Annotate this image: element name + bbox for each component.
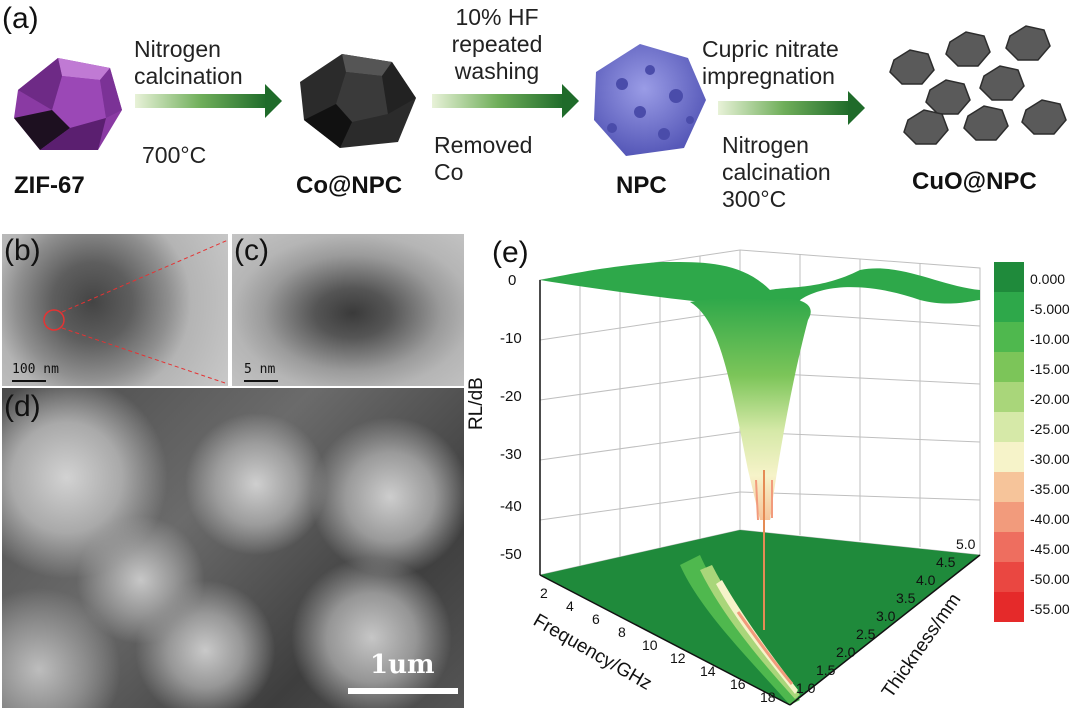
y-tick-7: 4.5 xyxy=(936,554,956,570)
z-tick-1: -10 xyxy=(500,330,522,347)
zoom-indicator xyxy=(43,239,228,385)
colorbar-label-0: 0.000 xyxy=(1030,271,1066,287)
colorbar-label-7: -35.00 xyxy=(1030,481,1070,497)
step3-bottom-line2: calcination xyxy=(722,159,831,185)
panel-label-b: (b) xyxy=(4,234,41,267)
tem-image-b: 100 nm xyxy=(2,234,228,386)
step1-line1: Nitrogen xyxy=(134,36,221,62)
z-tick-2: -20 xyxy=(500,388,522,405)
colorbar-label-9: -45.00 xyxy=(1030,541,1070,557)
panel-label-a: (a) xyxy=(2,2,39,35)
scale-bar-b xyxy=(12,380,46,382)
zif67-crystal-icon xyxy=(14,58,122,150)
step2-bottom-line1: Removed xyxy=(434,132,533,158)
z-tick-0: 0 xyxy=(508,272,517,289)
step1-line2: calcination xyxy=(134,63,243,89)
synthesis-scheme xyxy=(14,25,1067,156)
material-npc: NPC xyxy=(616,172,667,199)
panel-label-d: (d) xyxy=(4,390,41,423)
z-tick-4: -40 xyxy=(500,498,522,515)
x-tick-8: 18 xyxy=(760,689,776,705)
colorbar-swatch-11 xyxy=(994,592,1024,622)
colorbar-swatch-3 xyxy=(994,352,1024,382)
surface-well xyxy=(690,298,811,630)
y-tick-6: 4.0 xyxy=(916,572,936,588)
x-tick-3: 8 xyxy=(618,624,626,640)
colorbar-labels: 0.000 -5.000 -10.00 -15.00 -20.00 -25.00… xyxy=(1030,264,1070,624)
y-tick-8: 5.0 xyxy=(956,536,976,552)
colorbar-swatch-5 xyxy=(994,412,1024,442)
x-tick-6: 14 xyxy=(700,663,716,679)
material-cuonpc: CuO@NPC xyxy=(912,168,1037,195)
colorbar-swatch-4 xyxy=(994,382,1024,412)
sem-image-d: 1um xyxy=(2,388,464,708)
colorbar-label-10: -50.00 xyxy=(1030,571,1070,587)
step2-line2: repeated xyxy=(451,31,543,57)
material-zif67: ZIF-67 xyxy=(14,172,85,199)
step2-bottom-line2: Co xyxy=(434,159,464,185)
cuonpc-cluster-icon xyxy=(889,25,1067,145)
y-tick-1: 1.5 xyxy=(816,662,836,678)
colorbar-swatch-2 xyxy=(994,322,1024,352)
floor-contour xyxy=(540,530,980,705)
conpc-crystal-icon xyxy=(300,54,416,148)
arrow-3 xyxy=(718,91,865,125)
y-tick-2: 2.0 xyxy=(836,644,856,660)
npc-crystal-icon xyxy=(594,44,706,156)
x-tick-5: 12 xyxy=(670,650,686,666)
colorbar-label-1: -5.000 xyxy=(1030,301,1070,317)
colorbar-label-11: -55.00 xyxy=(1030,601,1070,617)
scale-label-d: 1um xyxy=(370,650,435,680)
panel-label-c: (c) xyxy=(234,234,269,267)
step2-line3: washing xyxy=(454,58,540,84)
hrtem-image-c: 5 nm xyxy=(232,234,464,386)
colorbar-label-4: -20.00 xyxy=(1030,391,1070,407)
y-tick-4: 3.0 xyxy=(876,608,896,624)
step1-temperature: 700°C xyxy=(142,142,207,168)
step3-line1: Cupric nitrate xyxy=(702,36,839,62)
colorbar xyxy=(994,262,1024,622)
y-tick-5: 3.5 xyxy=(896,590,916,606)
z-tick-3: -30 xyxy=(500,446,522,463)
x-tick-1: 4 xyxy=(566,598,574,614)
colorbar-swatch-7 xyxy=(994,472,1024,502)
panel-label-e: (e) xyxy=(492,236,529,269)
x-tick-7: 16 xyxy=(730,676,746,692)
arrow-1 xyxy=(135,84,282,118)
z-axis-label: RL/dB xyxy=(466,377,487,430)
step3-bottom-line1: Nitrogen xyxy=(722,132,809,158)
x-tick-0: 2 xyxy=(540,585,548,601)
y-tick-0: 1.0 xyxy=(796,680,816,696)
scale-label-c: 5 nm xyxy=(244,362,276,377)
step3-bottom-line3: 300°C xyxy=(722,186,787,212)
y-tick-3: 2.5 xyxy=(856,626,876,642)
colorbar-label-6: -30.00 xyxy=(1030,451,1070,467)
colorbar-swatch-10 xyxy=(994,562,1024,592)
colorbar-label-3: -15.00 xyxy=(1030,361,1070,377)
colorbar-label-5: -25.00 xyxy=(1030,421,1070,437)
colorbar-label-2: -10.00 xyxy=(1030,331,1070,347)
scale-bar-c xyxy=(244,380,278,382)
colorbar-swatch-6 xyxy=(994,442,1024,472)
arrow-2 xyxy=(432,84,579,118)
colorbar-swatch-9 xyxy=(994,532,1024,562)
plot-axes xyxy=(539,280,981,706)
step2-line1: 10% HF xyxy=(455,4,539,30)
material-conpc: Co@NPC xyxy=(296,172,403,199)
x-tick-4: 10 xyxy=(642,637,658,653)
x-tick-2: 6 xyxy=(592,611,600,627)
colorbar-swatch-0 xyxy=(994,262,1024,292)
z-tick-5: -50 xyxy=(500,546,522,563)
colorbar-swatch-8 xyxy=(994,502,1024,532)
scale-label-b: 100 nm xyxy=(12,362,59,377)
colorbar-swatch-1 xyxy=(994,292,1024,322)
colorbar-label-8: -40.00 xyxy=(1030,511,1070,527)
step3-line2: impregnation xyxy=(702,63,835,89)
scale-bar-d xyxy=(348,688,458,694)
